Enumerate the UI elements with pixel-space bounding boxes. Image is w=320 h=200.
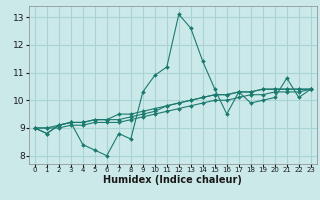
X-axis label: Humidex (Indice chaleur): Humidex (Indice chaleur) [103, 175, 242, 185]
